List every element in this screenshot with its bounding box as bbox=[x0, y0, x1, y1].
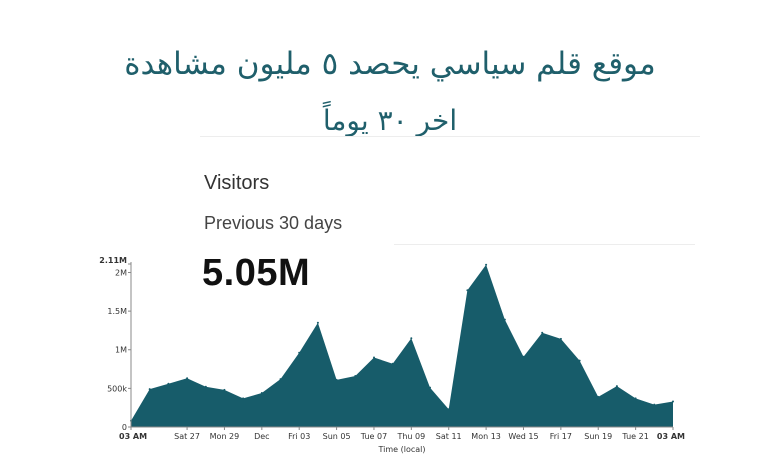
data-point bbox=[242, 397, 245, 400]
data-point bbox=[522, 355, 525, 358]
x-tick-label: Dec bbox=[254, 432, 269, 441]
y-tick-label: 500k bbox=[107, 384, 127, 393]
stat-title: Visitors bbox=[204, 172, 270, 194]
x-tick-label: Sun 19 bbox=[584, 432, 612, 441]
data-point bbox=[615, 385, 618, 388]
data-point bbox=[578, 359, 581, 362]
x-tick-label: 03 AM bbox=[119, 432, 147, 441]
y-tick-label: 1M bbox=[115, 346, 127, 355]
data-point bbox=[541, 331, 544, 334]
x-tick-label: Sat 27 bbox=[174, 432, 200, 441]
y-tick-label: 0 bbox=[122, 423, 127, 432]
x-tick-label: 03 AM bbox=[657, 432, 685, 441]
headline-line-1: موقع قلم سياسي يحصد ٥ مليون مشاهدة bbox=[124, 46, 656, 82]
data-point bbox=[148, 388, 151, 391]
x-tick-label: Mon 13 bbox=[471, 432, 501, 441]
x-tick-label: Sun 05 bbox=[323, 432, 351, 441]
data-point bbox=[503, 318, 506, 321]
x-axis-title: Time (local) bbox=[377, 445, 425, 454]
data-point bbox=[466, 289, 469, 292]
x-tick-label: Fri 17 bbox=[550, 432, 572, 441]
y-tick-label: 2.11M bbox=[99, 256, 127, 265]
data-point bbox=[204, 385, 207, 388]
chart-divider bbox=[200, 244, 695, 245]
visitors-area bbox=[131, 264, 673, 427]
data-point bbox=[167, 382, 170, 385]
data-point bbox=[335, 378, 338, 381]
x-tick-label: Fri 03 bbox=[288, 432, 310, 441]
x-tick-label: Tue 07 bbox=[360, 432, 387, 441]
stat-card bbox=[194, 160, 394, 300]
data-point bbox=[485, 263, 488, 266]
data-point bbox=[672, 400, 674, 403]
headline-line-2: اخر ٣٠ يوماً bbox=[322, 104, 458, 137]
data-point bbox=[354, 375, 357, 377]
data-point bbox=[597, 395, 600, 398]
data-point bbox=[298, 351, 301, 354]
data-point bbox=[391, 362, 394, 365]
stat-period: Previous 30 days bbox=[204, 213, 343, 233]
y-tick-label: 2M bbox=[115, 268, 127, 277]
data-point bbox=[634, 397, 637, 400]
data-point bbox=[447, 408, 450, 411]
data-point bbox=[653, 403, 656, 406]
data-point bbox=[260, 392, 263, 394]
data-point bbox=[429, 386, 431, 389]
data-point bbox=[279, 378, 282, 381]
data-point bbox=[186, 377, 189, 380]
header-divider bbox=[200, 136, 700, 137]
data-point bbox=[410, 337, 413, 340]
x-tick-label: Thu 09 bbox=[396, 432, 425, 441]
y-tick-label: 1.5M bbox=[107, 307, 127, 316]
data-point bbox=[223, 388, 226, 391]
data-point bbox=[373, 356, 375, 359]
x-tick-label: Sat 11 bbox=[436, 432, 462, 441]
stat-value: 5.05M bbox=[202, 252, 311, 294]
data-point bbox=[559, 337, 562, 340]
x-tick-label: Wed 15 bbox=[508, 432, 538, 441]
x-tick-label: Mon 29 bbox=[210, 432, 240, 441]
x-tick-label: Tue 21 bbox=[621, 432, 648, 441]
data-point bbox=[316, 321, 319, 324]
